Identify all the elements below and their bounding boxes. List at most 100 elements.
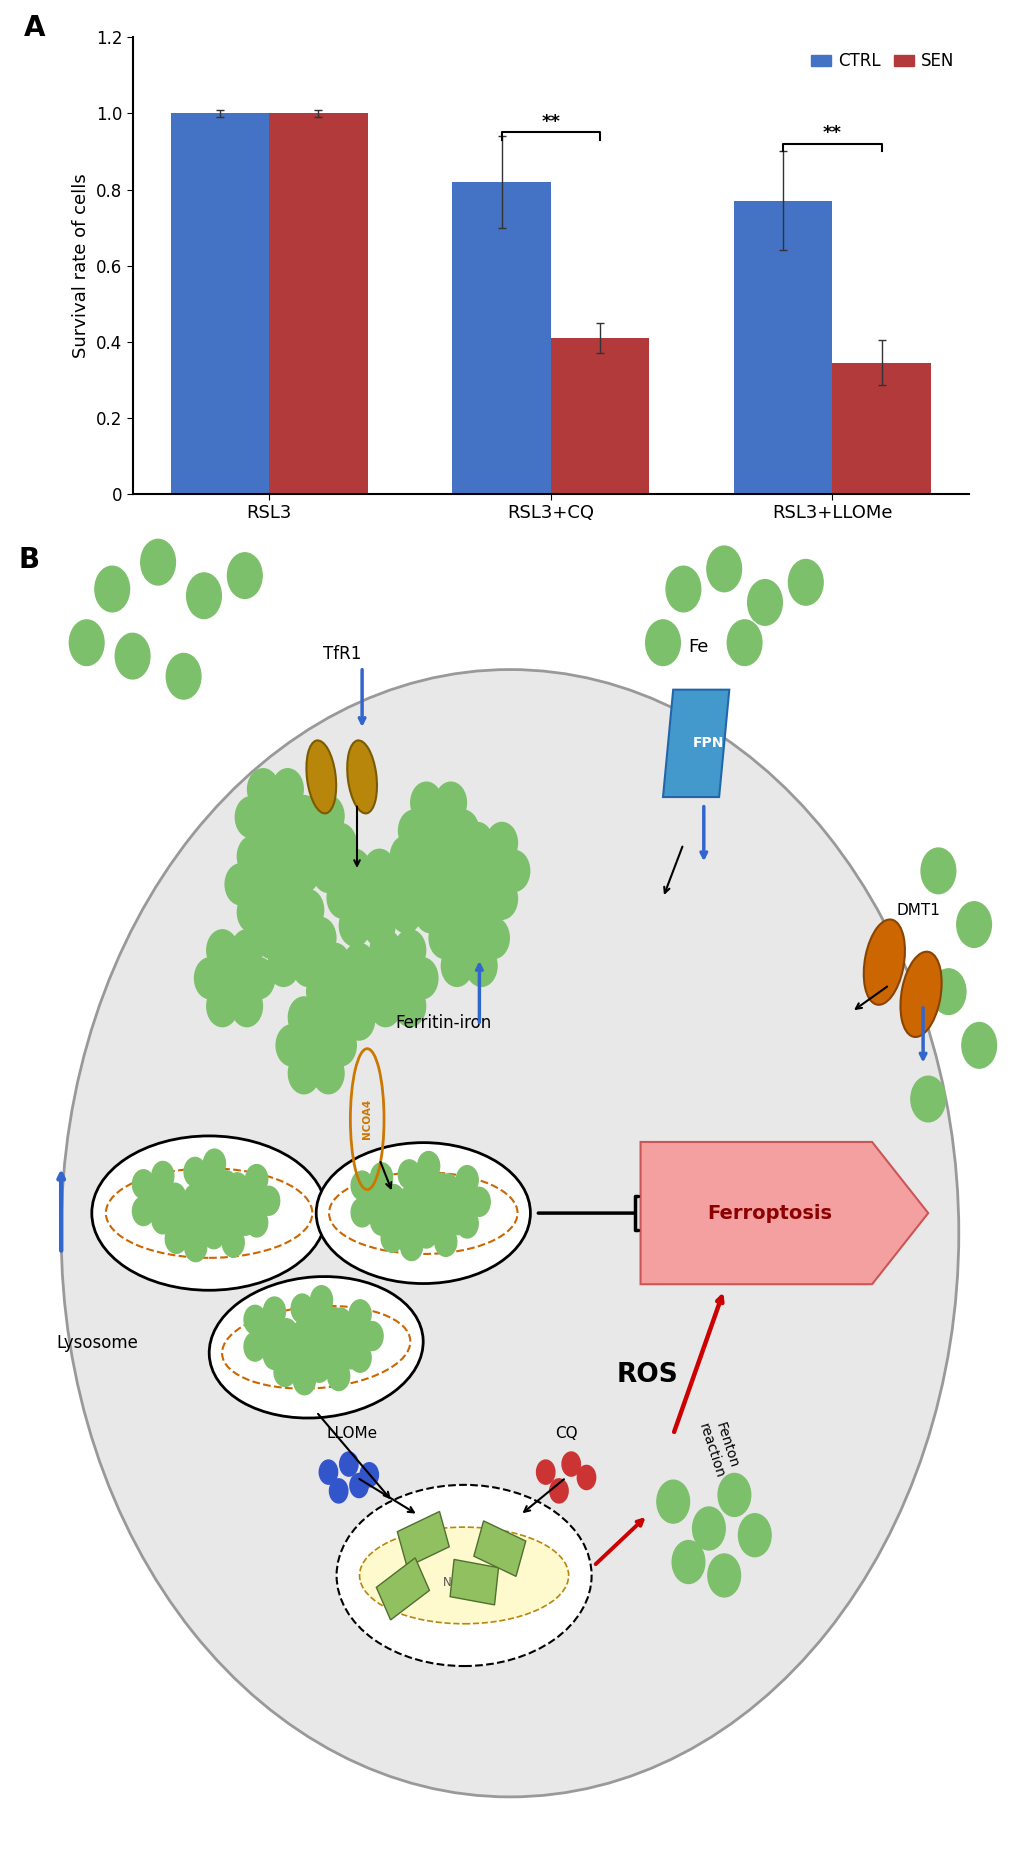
Circle shape — [222, 1228, 244, 1256]
Ellipse shape — [336, 1486, 591, 1666]
Circle shape — [321, 1338, 345, 1370]
Circle shape — [436, 1174, 459, 1202]
Circle shape — [498, 850, 529, 891]
Circle shape — [237, 835, 268, 876]
Text: ROS: ROS — [616, 1361, 678, 1387]
Circle shape — [195, 958, 225, 999]
Circle shape — [288, 796, 319, 837]
Circle shape — [141, 539, 175, 585]
Circle shape — [248, 768, 278, 809]
Circle shape — [329, 969, 364, 1014]
Circle shape — [429, 917, 460, 958]
Circle shape — [351, 1171, 373, 1200]
Circle shape — [411, 783, 441, 824]
Circle shape — [429, 1172, 451, 1202]
Circle shape — [449, 1186, 474, 1217]
Circle shape — [427, 863, 458, 904]
Circle shape — [364, 1184, 388, 1215]
Circle shape — [286, 1342, 311, 1374]
Circle shape — [397, 1159, 420, 1189]
Circle shape — [203, 1219, 224, 1249]
Circle shape — [747, 580, 782, 624]
Circle shape — [549, 1478, 568, 1502]
Circle shape — [339, 1340, 362, 1368]
Circle shape — [184, 1189, 207, 1219]
Ellipse shape — [360, 1527, 569, 1624]
Text: NCOA4: NCOA4 — [298, 1359, 334, 1370]
Circle shape — [329, 1478, 347, 1502]
Circle shape — [95, 567, 129, 611]
Circle shape — [288, 997, 319, 1038]
Circle shape — [327, 1361, 350, 1391]
Circle shape — [350, 1473, 368, 1497]
Circle shape — [313, 852, 343, 893]
Circle shape — [217, 956, 252, 1001]
Circle shape — [400, 1187, 422, 1217]
Circle shape — [231, 986, 262, 1027]
Circle shape — [227, 554, 262, 598]
Circle shape — [486, 822, 517, 863]
Circle shape — [415, 891, 445, 932]
Circle shape — [307, 971, 337, 1012]
Circle shape — [178, 1210, 203, 1241]
Circle shape — [207, 930, 237, 971]
Circle shape — [290, 1294, 313, 1323]
Circle shape — [222, 1186, 244, 1213]
Ellipse shape — [209, 1277, 423, 1419]
Text: **: ** — [541, 112, 559, 130]
Circle shape — [197, 1212, 218, 1240]
Circle shape — [165, 1225, 187, 1253]
Circle shape — [561, 1452, 580, 1476]
Circle shape — [244, 1305, 266, 1335]
Circle shape — [462, 878, 492, 919]
Ellipse shape — [61, 669, 958, 1797]
Circle shape — [348, 1344, 371, 1372]
Circle shape — [272, 768, 303, 809]
Y-axis label: Survival rate of cells: Survival rate of cells — [72, 173, 90, 358]
Circle shape — [343, 999, 374, 1040]
Text: NCOA4: NCOA4 — [362, 1100, 372, 1139]
Circle shape — [203, 1148, 225, 1178]
Circle shape — [235, 796, 266, 837]
Bar — [451, 183, 550, 494]
Circle shape — [707, 1555, 740, 1597]
Circle shape — [417, 1152, 439, 1180]
Circle shape — [956, 902, 990, 947]
Circle shape — [428, 1204, 452, 1236]
Circle shape — [436, 1200, 459, 1230]
Circle shape — [274, 863, 305, 904]
Circle shape — [435, 839, 466, 880]
Circle shape — [378, 863, 409, 904]
Circle shape — [364, 906, 394, 947]
Circle shape — [400, 1232, 422, 1260]
Circle shape — [166, 654, 201, 699]
Ellipse shape — [316, 1143, 530, 1284]
Circle shape — [788, 559, 822, 606]
Ellipse shape — [346, 740, 377, 813]
Circle shape — [258, 1186, 279, 1215]
Polygon shape — [640, 1143, 927, 1284]
Circle shape — [257, 1318, 281, 1350]
Circle shape — [706, 546, 741, 591]
Circle shape — [370, 986, 400, 1027]
Bar — [550, 337, 649, 494]
Circle shape — [256, 917, 286, 958]
Circle shape — [299, 1023, 333, 1068]
Bar — [449, 1560, 498, 1605]
Circle shape — [288, 1053, 319, 1094]
Circle shape — [203, 1193, 225, 1221]
Circle shape — [305, 917, 335, 958]
Circle shape — [327, 878, 358, 919]
Circle shape — [961, 1023, 996, 1068]
Text: NCOA4: NCOA4 — [405, 1225, 441, 1236]
Circle shape — [329, 1309, 352, 1336]
Bar — [269, 114, 368, 494]
Text: NCOA4: NCOA4 — [191, 1227, 227, 1236]
Circle shape — [197, 1169, 221, 1202]
Circle shape — [310, 1286, 332, 1314]
Circle shape — [412, 1210, 434, 1240]
Circle shape — [263, 1340, 285, 1370]
Circle shape — [304, 1307, 328, 1338]
Circle shape — [262, 891, 292, 932]
Circle shape — [381, 1223, 403, 1253]
